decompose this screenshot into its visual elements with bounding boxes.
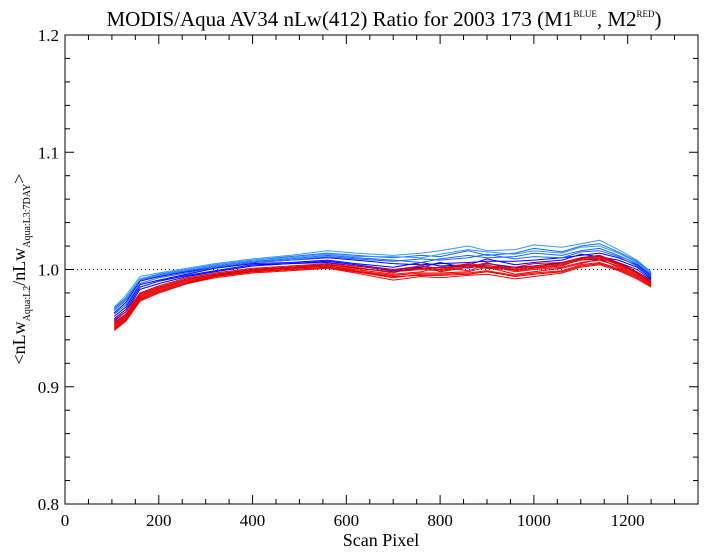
x-tick-label: 0 xyxy=(61,511,70,530)
y-tick-label: 0.8 xyxy=(38,495,59,514)
title-sup-red: RED xyxy=(637,9,656,19)
chart-title: MODIS/Aqua AV34 nLw(412) Ratio for 2003 … xyxy=(106,7,661,31)
x-tick-label: 800 xyxy=(427,511,453,530)
y-tick-label: 1.1 xyxy=(38,143,59,162)
x-tick-label: 600 xyxy=(334,511,360,530)
title-sup-blue: BLUE xyxy=(573,9,597,19)
y-tick-label: 0.9 xyxy=(38,378,59,397)
series-line-m1-6 xyxy=(113,247,652,311)
series-line-m1-9 xyxy=(113,245,652,310)
series-line-m2-18 xyxy=(113,263,652,330)
series-line-m2-16 xyxy=(113,258,652,328)
series-line-m1-8 xyxy=(113,239,652,308)
x-axis-label: Scan Pixel xyxy=(343,530,420,550)
y-tick-label: 1.0 xyxy=(38,261,59,280)
series-line-m2-17 xyxy=(113,256,652,324)
series-line-m2-14 xyxy=(113,254,652,321)
y-axis-label: <nLwAqua:L2/nLwAqua:L3:7DAY> xyxy=(9,174,33,365)
series-line-m1-2 xyxy=(113,253,652,317)
x-tick-label: 200 xyxy=(146,511,172,530)
x-tick-label: 1000 xyxy=(517,511,551,530)
plot-area: 0 200 400 600 800 1000 1200 0.8 0.9 1.0 1.1 1.2 xyxy=(38,26,699,530)
series-line-m1-7 xyxy=(113,250,652,315)
series-line-m1-1 xyxy=(113,252,652,314)
x-tick-label: 400 xyxy=(240,511,266,530)
x-tick-label: 1200 xyxy=(611,511,645,530)
series-line-m2-13 xyxy=(113,264,652,331)
y-tick-label: 1.2 xyxy=(38,26,59,45)
